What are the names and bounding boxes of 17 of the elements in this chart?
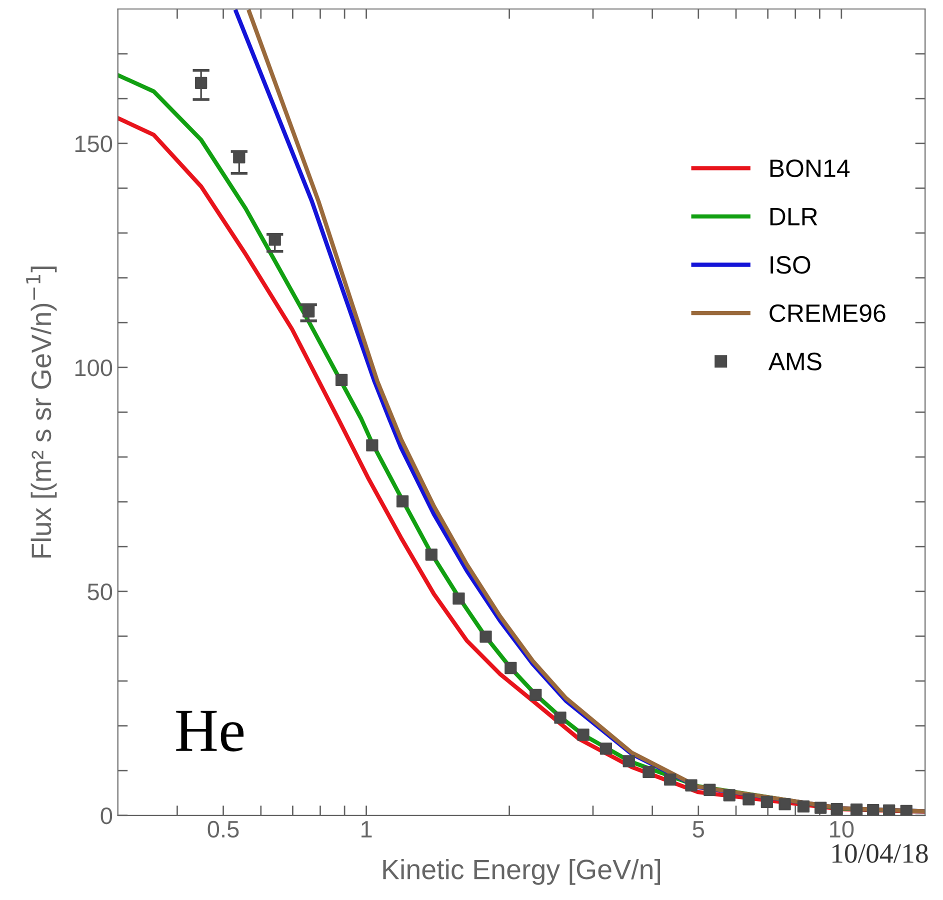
legend-label: ISO <box>770 256 810 274</box>
x-tick-label: 0.5 <box>208 820 239 838</box>
y-tick-label: 0 <box>100 807 112 824</box>
text: 10/04/18 <box>832 844 928 863</box>
legend-label: DLR <box>770 208 818 226</box>
y-tick-label: 50 <box>88 583 112 600</box>
annotation: He <box>176 710 244 752</box>
x-tick-label: 1 <box>362 821 372 838</box>
x-tick-label: 5 <box>692 821 704 838</box>
x-axis-title: Kinetic Energy [GeV/n] <box>383 858 660 885</box>
legend-label: BON14 <box>770 159 850 178</box>
legend-label: CREME96 <box>770 304 886 322</box>
x-tick-label: 10 <box>830 820 854 838</box>
y-tick-label: 100 <box>75 359 112 376</box>
y-axis-title: Flux [(m² s sr GeV/n)$^{−1}$] <box>26 266 57 558</box>
legend-label: AMS <box>768 352 822 370</box>
y-tick-label: 150 <box>75 135 112 152</box>
